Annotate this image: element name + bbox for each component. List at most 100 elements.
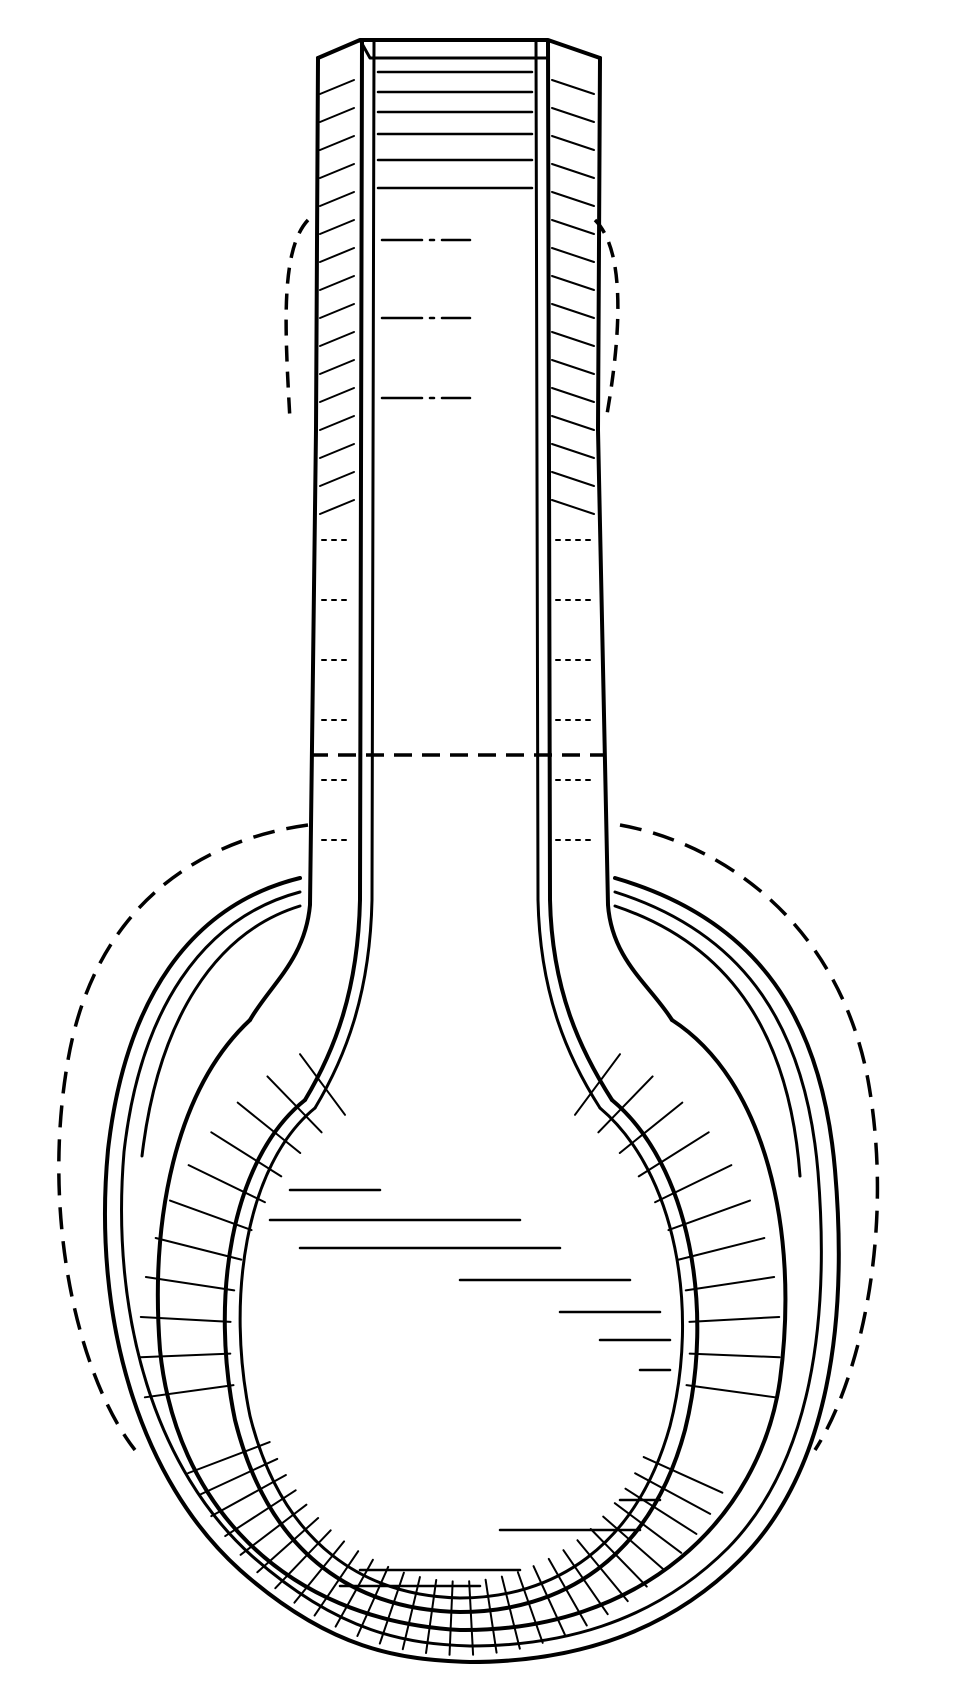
headband-right-bevel-hatch xyxy=(551,79,595,95)
headband-right-bevel-hatch xyxy=(551,191,595,207)
headband-left-bevel-hatch xyxy=(319,107,355,123)
cup-bottom-bevel-hatch xyxy=(602,1515,666,1572)
ear-cup-inner-loop-outer xyxy=(222,1098,700,1614)
cup-right-bevel-hatch xyxy=(574,1053,621,1116)
cup-bottom-bevel-hatch xyxy=(293,1540,346,1604)
headband-inner-rail-right-outer xyxy=(546,40,614,1102)
headband-left-bevel-hatch xyxy=(319,135,355,151)
headband-left-bevel-hatch xyxy=(319,247,355,263)
cup-bottom-bevel-hatch xyxy=(613,1502,683,1554)
headband-left-bevel-hatch xyxy=(319,499,355,515)
headband-outer-left-edge xyxy=(248,56,320,1022)
headband-phantom-right xyxy=(593,218,620,421)
headband-left-bevel-hatch xyxy=(319,79,355,95)
headband-left-bevel-hatch xyxy=(319,275,355,291)
cup-bottom-bevel-hatch xyxy=(256,1517,320,1574)
headband-left-bevel-hatch xyxy=(319,387,355,403)
headband-left-bevel-hatch xyxy=(319,443,355,459)
cup-bottom-bevel-hatch xyxy=(547,1557,588,1627)
ear-cup-inner-loop-inner xyxy=(238,1106,685,1600)
cup-right-bevel-hatch xyxy=(684,1276,776,1292)
cup-bottom-bevel-hatch xyxy=(425,1578,438,1654)
headband-right-bevel-hatch xyxy=(551,471,595,487)
headband-left-bevel-hatch xyxy=(319,415,355,431)
ear-cup-bevel-line xyxy=(140,904,802,1178)
headband-right-bevel-hatch xyxy=(551,107,595,123)
ear-cushion-phantom-outline xyxy=(57,823,880,1452)
headband-left-bevel-hatch xyxy=(319,471,355,487)
cup-bottom-bevel-hatch xyxy=(197,1457,279,1497)
cup-bottom-bevel-hatch xyxy=(484,1578,498,1654)
cup-left-bevel-hatch xyxy=(168,1199,253,1232)
cup-bottom-bevel-hatch xyxy=(532,1565,567,1637)
cup-left-bevel-hatch xyxy=(143,1384,235,1399)
headband-inner-rail-right-inner xyxy=(534,40,602,1110)
cup-left-bevel-hatch xyxy=(154,1237,243,1261)
cup-bottom-bevel-hatch xyxy=(274,1529,332,1590)
headband-top-edge xyxy=(316,38,602,60)
cup-left-bevel-hatch xyxy=(210,1131,283,1178)
cup-right-bevel-hatch xyxy=(688,1315,781,1323)
cup-bottom-bevel-hatch xyxy=(401,1576,421,1651)
headband-phantom-left xyxy=(284,218,310,421)
cup-bottom-bevel-hatch xyxy=(562,1549,609,1616)
cup-bottom-bevel-hatch xyxy=(448,1580,454,1656)
headband-right-bevel-hatch xyxy=(551,331,595,347)
headband-left-bevel-hatch xyxy=(319,331,355,347)
headband-right-bevel-hatch xyxy=(551,275,595,291)
ear-cup-middle-ring xyxy=(155,1018,788,1633)
cup-left-bevel-hatch xyxy=(236,1101,302,1154)
cup-left-bevel-hatch xyxy=(299,1053,346,1116)
cup-bottom-bevel-hatch xyxy=(634,1472,712,1515)
headband-left-bevel-hatch xyxy=(319,359,355,375)
cup-left-bevel-hatch xyxy=(187,1164,266,1204)
headband-right-bevel-hatch xyxy=(551,135,595,151)
cup-bottom-bevel-hatch xyxy=(210,1474,287,1518)
cup-right-bevel-hatch xyxy=(667,1199,752,1232)
headband-right-bevel-hatch xyxy=(551,443,595,459)
cup-bottom-bevel-hatch xyxy=(468,1580,475,1656)
headband-right-bevel-hatch xyxy=(551,303,595,319)
cup-left-bevel-hatch xyxy=(139,1352,232,1359)
ear-cup-group xyxy=(102,876,841,1664)
cup-bottom-bevel-hatch xyxy=(187,1441,271,1475)
headband-right-bevel-hatch xyxy=(551,163,595,179)
headband-group xyxy=(248,38,674,1110)
cup-right-bevel-hatch xyxy=(637,1131,710,1178)
cup-right-bevel-hatch xyxy=(654,1164,733,1204)
cup-left-bevel-hatch xyxy=(266,1075,323,1134)
headband-right-bevel-hatch xyxy=(551,359,595,375)
cup-right-bevel-hatch xyxy=(618,1101,684,1154)
cup-bottom-bevel-hatch xyxy=(239,1503,308,1556)
cup-bottom-bevel-hatch xyxy=(642,1456,724,1494)
cup-bottom-bevel-hatch xyxy=(356,1565,390,1638)
headband-right-bevel-hatch xyxy=(551,247,595,263)
cup-right-bevel-hatch xyxy=(685,1384,777,1399)
headband-right-bevel-hatch xyxy=(551,387,595,403)
headband-left-bevel-hatch xyxy=(319,303,355,319)
cup-bottom-bevel-hatch xyxy=(500,1575,521,1650)
cup-right-bevel-hatch xyxy=(597,1075,654,1134)
headband-right-bevel-hatch xyxy=(551,415,595,431)
cup-bottom-bevel-hatch xyxy=(589,1527,648,1588)
headband-inner-rail-left-inner xyxy=(313,40,376,1110)
cup-bottom-bevel-hatch xyxy=(224,1489,297,1538)
cup-bottom-bevel-hatch xyxy=(576,1539,629,1603)
ear-cup-outer-ring xyxy=(102,876,841,1664)
cup-left-bevel-hatch xyxy=(139,1315,232,1323)
phantom-lines-group xyxy=(57,218,880,1452)
headband-inner-rail-left-outer xyxy=(303,40,364,1102)
cup-bottom-bevel-hatch xyxy=(313,1550,360,1617)
cup-bottom-bevel-hatch xyxy=(624,1487,698,1535)
headband-left-bevel-hatch xyxy=(319,219,355,235)
ear-cup-outer-ring-secondary xyxy=(120,890,823,1648)
headband-left-bevel-hatch xyxy=(319,163,355,179)
cup-bottom-bevel-hatch xyxy=(378,1571,405,1645)
cup-right-bevel-hatch xyxy=(688,1352,781,1359)
shading-group xyxy=(139,70,781,1656)
headband-right-bevel-hatch xyxy=(551,219,595,235)
headband-outer-right-edge xyxy=(596,56,674,1022)
